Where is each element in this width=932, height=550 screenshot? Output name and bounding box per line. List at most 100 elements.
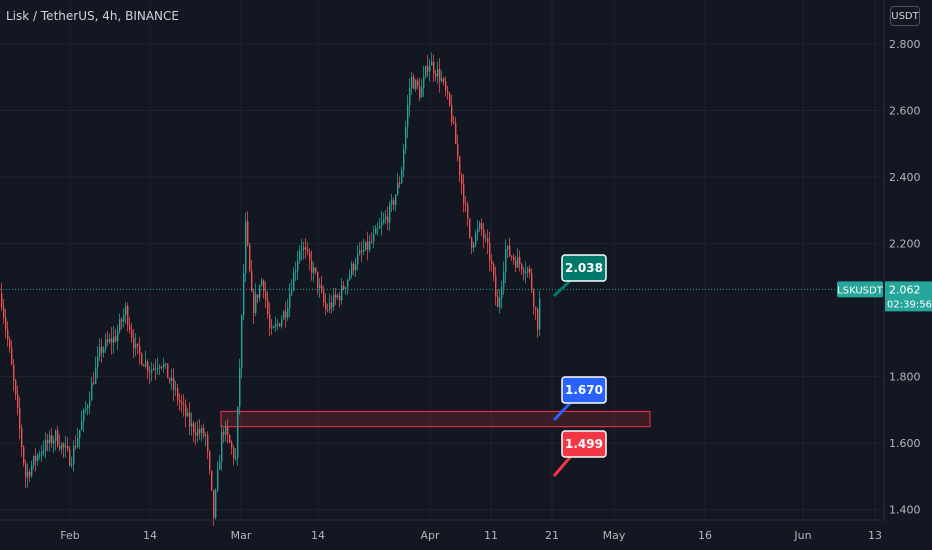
candle (5, 308, 7, 338)
candle (33, 455, 35, 470)
candle (285, 301, 287, 328)
callout-label: 1.499 (565, 437, 603, 451)
candle (217, 461, 219, 493)
candle (483, 223, 485, 249)
y-tick-label: 2.600 (889, 105, 921, 118)
candle (267, 291, 269, 319)
candle (353, 261, 355, 276)
candle (281, 315, 283, 329)
candle (235, 448, 237, 462)
x-tick-label: 11 (484, 529, 498, 542)
candle (241, 314, 243, 379)
candle (481, 218, 483, 237)
candle (93, 371, 95, 386)
candle (509, 237, 511, 258)
price-axis[interactable]: 2.800 2.600 2.400 2.200 1.800 1.600 1.400 (889, 38, 921, 517)
candle (85, 400, 87, 414)
price-callout[interactable]: 2.038 (552, 254, 607, 298)
candle (309, 248, 311, 271)
candle (493, 261, 495, 282)
candle (103, 346, 105, 358)
candle (423, 65, 425, 97)
candle (301, 239, 303, 261)
price-callout[interactable]: 1.499 (552, 430, 607, 477)
candle (415, 79, 417, 92)
candle (469, 218, 471, 239)
candle (407, 94, 409, 139)
candle (375, 224, 377, 235)
candle (345, 286, 347, 295)
candle (105, 333, 107, 353)
y-tick-label: 1.600 (889, 437, 921, 450)
candle (177, 383, 179, 406)
candle (319, 278, 321, 298)
candle (279, 322, 281, 328)
candle (239, 358, 241, 415)
candle (283, 309, 285, 320)
candle (339, 291, 341, 308)
price-callout[interactable]: 1.670 (552, 376, 607, 422)
candle (163, 357, 165, 373)
candle (223, 427, 225, 443)
candle (507, 245, 509, 259)
candle (393, 197, 395, 210)
candle (463, 173, 465, 213)
candle (445, 76, 447, 97)
candle (457, 134, 459, 162)
symbol-tag-label: LSKUSDT (837, 285, 884, 296)
candle (329, 293, 331, 313)
candle (373, 225, 375, 249)
candle (347, 278, 349, 295)
candle (311, 250, 313, 281)
candle (87, 403, 89, 416)
candle (195, 422, 197, 445)
candle (287, 299, 289, 322)
candle (429, 59, 431, 82)
candle (145, 350, 147, 369)
candle (75, 435, 77, 450)
x-tick-label: 13 (868, 529, 882, 542)
candle (491, 254, 493, 272)
x-tick-label: Mar (231, 529, 252, 542)
candle (459, 155, 461, 183)
candle (335, 287, 337, 305)
candle (29, 468, 31, 483)
price-annotations: 2.038 1.670 1.499 (552, 254, 607, 477)
candle (259, 284, 261, 302)
candle (135, 333, 137, 357)
candle (379, 217, 381, 229)
time-axis[interactable]: Feb 14 Mar 14 Apr 11 21 May 16 Jun 13 (60, 529, 882, 542)
candle (169, 377, 171, 384)
candle (409, 78, 411, 117)
candle (83, 408, 85, 433)
candle (243, 263, 245, 321)
candle (227, 419, 229, 444)
candle (265, 281, 267, 309)
candle (295, 261, 297, 282)
candle (461, 173, 463, 195)
candle (533, 288, 535, 315)
candle (13, 359, 15, 392)
candle (527, 266, 529, 278)
candle (465, 196, 467, 213)
candle (91, 376, 93, 401)
candle (399, 175, 401, 189)
candle (9, 336, 11, 353)
candle (15, 378, 17, 401)
y-tick-label: 2.800 (889, 38, 921, 51)
candle (69, 445, 71, 467)
candle (67, 437, 69, 453)
price-tag-value: 2.062 (889, 283, 921, 296)
candle (117, 324, 119, 351)
candle (401, 166, 403, 185)
currency-button[interactable]: USDT (890, 6, 920, 26)
candle (273, 324, 275, 329)
candle (95, 356, 97, 385)
candle (73, 440, 75, 472)
candle (97, 346, 99, 379)
candle (325, 293, 327, 316)
callout-label: 1.670 (565, 383, 603, 397)
candle (251, 259, 253, 293)
symbol-tag (837, 281, 883, 298)
